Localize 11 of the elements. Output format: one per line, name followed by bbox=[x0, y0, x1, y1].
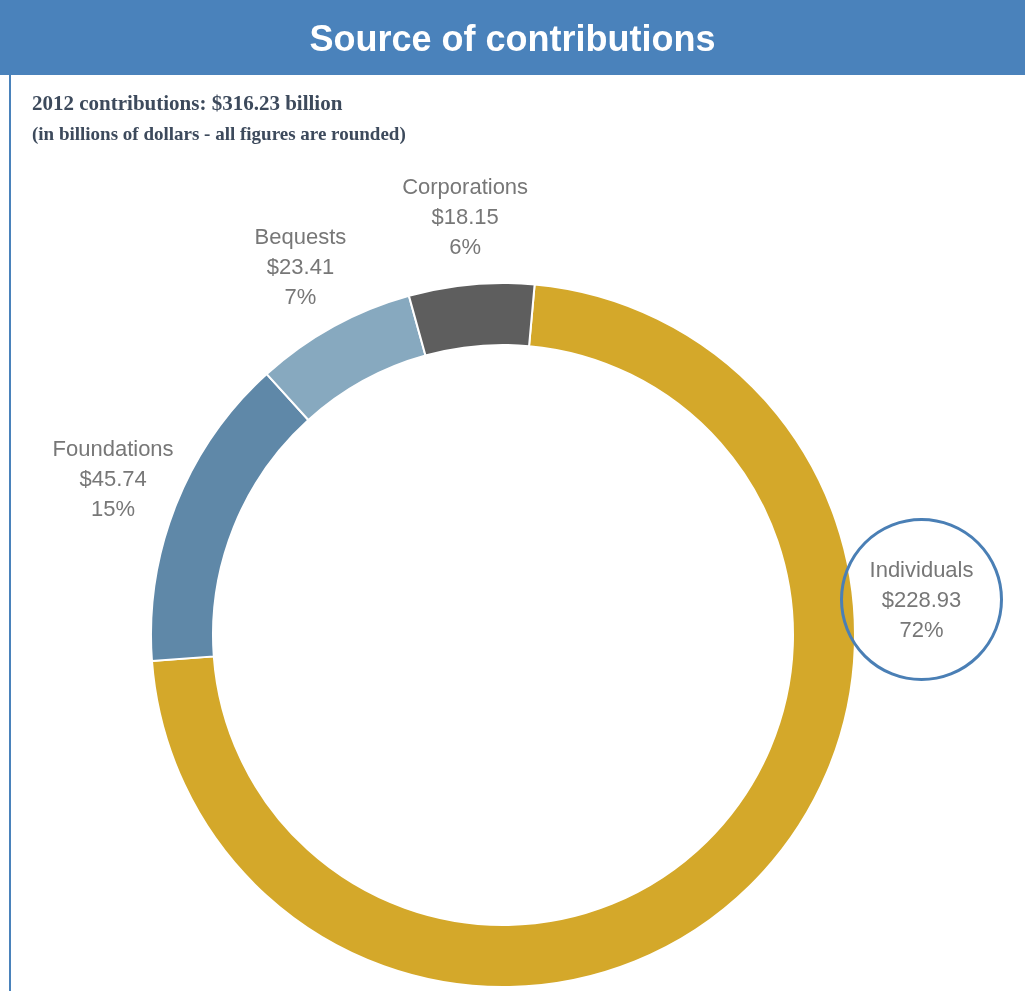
slice-label: Bequests bbox=[254, 224, 347, 250]
data-label: $228.93 72% bbox=[881, 586, 962, 642]
text: (in billions of dollars - all figures are rounded) bbox=[32, 123, 406, 145]
data-label: $23.41 7% bbox=[266, 254, 335, 310]
slice-label: Individuals bbox=[869, 556, 974, 582]
data-label: $45.74 15% bbox=[79, 465, 147, 521]
data-label: $18.15 6% bbox=[431, 203, 499, 259]
slice-label: Foundations bbox=[52, 435, 174, 461]
chart-subtitle: 2012 contributions: $316.23 billion bbox=[32, 91, 343, 115]
slice-label: Corporations bbox=[402, 173, 529, 199]
chart-title: Source of contributions bbox=[309, 18, 716, 59]
